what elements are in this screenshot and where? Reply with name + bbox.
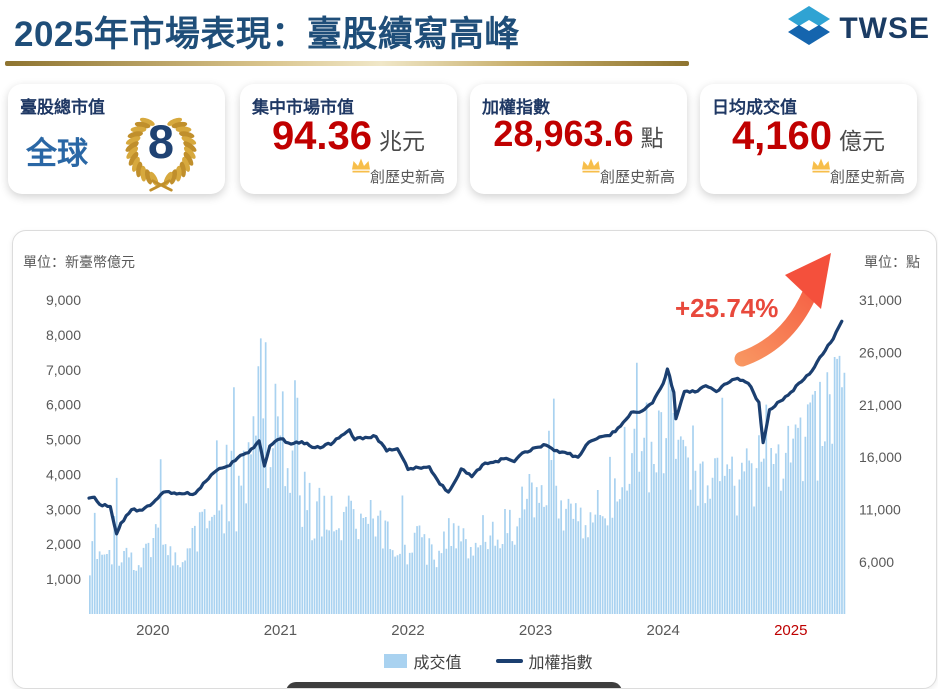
crown-icon [580,157,602,178]
footer-graphic [286,682,622,688]
card-weighted-index: 加權指數 28,963.6 點 創歷史新高 [470,84,687,194]
svg-text:2020: 2020 [136,622,169,639]
legend-index-label: 加權指數 [528,655,593,672]
laurel-wreath-icon [125,117,197,192]
card-daily-turnover: 日均成交值 4,160 億元 創歷史新高 [700,84,917,194]
svg-text:2022: 2022 [391,622,424,639]
svg-text:2024: 2024 [646,622,679,639]
title-underline [5,61,689,66]
market-chart: 1,000 2,000 3,000 4,000 5,000 6,000 7,000 8,000… [46,253,902,639]
svg-text:21,000: 21,000 [859,397,902,413]
svg-text:6,000: 6,000 [859,554,894,570]
market-cap-value: 94.36 [271,114,373,158]
turnover-swatch-icon [384,654,408,668]
index-line-series [87,319,844,536]
svg-text:2,000: 2,000 [46,536,81,552]
svg-text:11,000: 11,000 [859,502,901,518]
turnover-bars-series [89,338,846,614]
ytd-gain-annotation: +25.74% [675,293,779,323]
svg-text:8,000: 8,000 [46,327,81,343]
legend-turnover-label: 成交值 [413,655,462,672]
market-cap-unit: 兆元 [379,128,426,154]
twse-logo-icon [786,4,832,53]
index-value: 28,963.6 [493,113,634,154]
index-unit: 點 [640,125,664,151]
svg-text:5,000: 5,000 [46,432,81,448]
index-line-swatch-icon [495,659,523,663]
page-title: 2025年市場表現：臺股續寫高峰 [14,15,520,54]
record-note: 創歷史新高 [599,169,675,186]
laurel-wreath-box: 8 [116,106,206,192]
left-axis-unit-label: 單位：新臺幣億元 [23,254,135,270]
svg-text:26,000: 26,000 [859,344,902,360]
turnover-unit: 億元 [839,128,886,154]
card-label: 臺股總市值 [20,98,105,117]
svg-text:9,000: 9,000 [46,292,81,308]
svg-text:7,000: 7,000 [46,362,81,378]
twse-logo-text: TWSE [839,11,930,45]
right-axis-unit-label: 單位：點 [864,254,920,270]
record-note: 創歷史新高 [369,169,445,186]
svg-text:4,000: 4,000 [46,466,81,482]
twse-logo: TWSE [786,4,930,53]
turnover-value: 4,160 [731,114,833,158]
card-label: 日均成交值 [712,98,797,117]
right-axis-ticks: 6,000 11,000 16,000 21,000 26,000 31,000 [859,292,902,570]
record-note: 創歷史新高 [829,169,905,186]
crown-icon [350,157,372,178]
legend-index: 加權指數 [495,649,593,673]
card-label: 集中市場市值 [252,98,354,117]
market-chart-card: 1,000 2,000 3,000 4,000 5,000 6,000 7,000 8,000… [12,230,937,689]
global-rank-number: 8 [147,115,175,168]
card-label: 加權指數 [482,98,550,117]
svg-text:1,000: 1,000 [46,571,81,587]
crown-icon [810,157,832,178]
chart-legend: 成交值 加權指數 [13,649,936,673]
card-total-market-cap-rank: 臺股總市值 全球 8 [8,84,225,194]
card-market-cap: 集中市場市值 94.36 兆元 創歷史新高 [240,84,457,194]
growth-arrow-icon [734,253,831,367]
left-axis-ticks: 1,000 2,000 3,000 4,000 5,000 6,000 7,000 8,000… [46,292,81,587]
x-axis-year-labels: 2020 2021 2022 2023 2024 2025 [136,622,807,639]
svg-text:2025: 2025 [774,622,807,639]
legend-turnover: 成交值 [384,649,462,673]
svg-text:6,000: 6,000 [46,397,81,413]
svg-text:2021: 2021 [264,622,297,639]
svg-text:16,000: 16,000 [859,449,902,465]
svg-text:2023: 2023 [519,622,552,639]
svg-text:3,000: 3,000 [46,501,81,517]
svg-text:31,000: 31,000 [859,292,902,308]
rank-prefix: 全球 [26,136,88,171]
